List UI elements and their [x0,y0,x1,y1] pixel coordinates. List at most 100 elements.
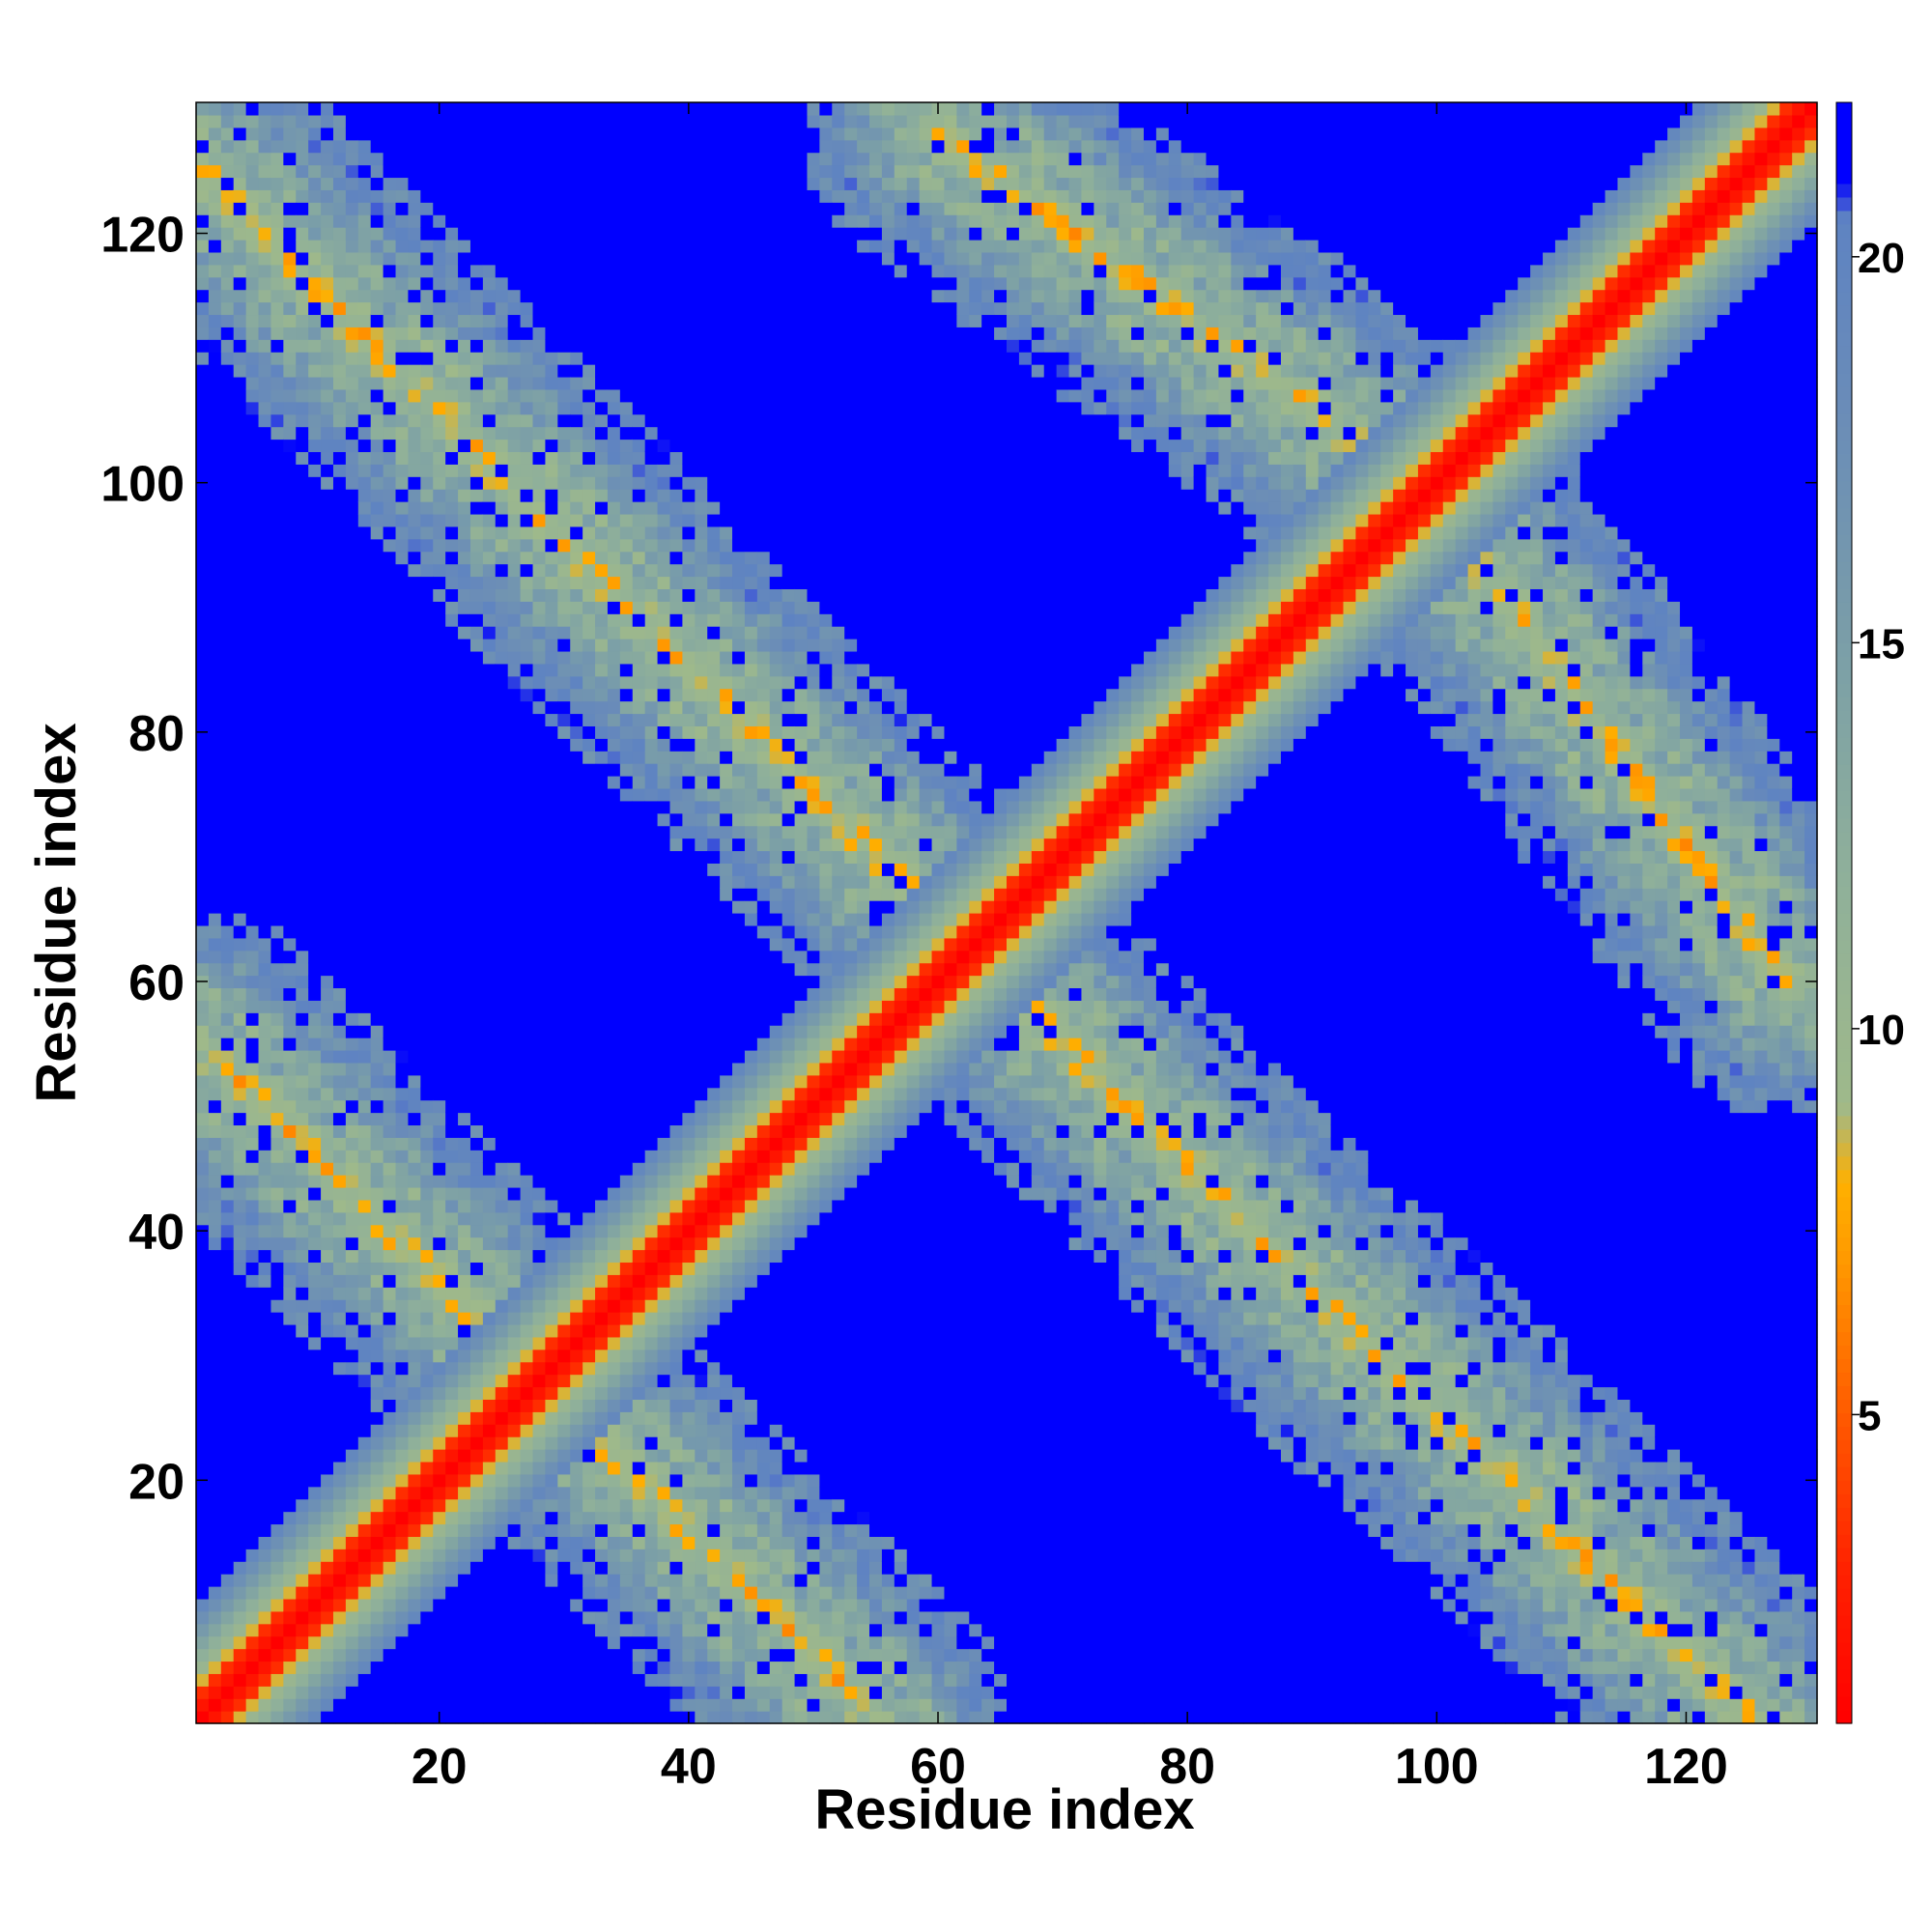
heatmap-cell [245,114,260,128]
heatmap-cell [632,513,646,527]
heatmap-cell [607,1361,621,1376]
heatmap-cell [495,563,509,578]
heatmap-cell [482,738,497,752]
heatmap-cell [482,1074,497,1089]
heatmap-cell [296,1548,309,1562]
heatmap-cell [270,1199,284,1213]
heatmap-cell [469,239,484,253]
heatmap-cell [357,1124,372,1138]
heatmap-cell [520,177,534,190]
heatmap-cell [458,713,471,726]
heatmap-cell [482,464,497,477]
heatmap-cell [469,388,484,403]
heatmap-cell [345,276,359,291]
heatmap-cell [545,1274,558,1288]
heatmap-cell [532,251,547,266]
heatmap-cell [595,426,609,440]
heatmap-cell [469,1411,484,1425]
heatmap-cell [495,1511,509,1525]
heatmap-cell [669,1411,683,1425]
heatmap-cell [469,327,484,340]
heatmap-cell [308,376,322,390]
heatmap-cell [595,1673,609,1687]
heatmap-cell [208,152,222,166]
heatmap-cell [507,1635,522,1650]
heatmap-cell [469,1074,484,1089]
heatmap-cell [408,1336,421,1350]
heatmap-cell [469,688,484,702]
heatmap-cell [619,1249,634,1264]
heatmap-cell [196,913,210,926]
heatmap-cell [657,1610,671,1625]
heatmap-cell [632,987,646,1001]
heatmap-cell [482,751,497,764]
heatmap-cell [345,1049,359,1064]
heatmap-cell [321,663,334,677]
heatmap-cell [408,1025,421,1038]
heatmap-cell [208,937,222,952]
heatmap-cell [619,1000,634,1013]
heatmap-cell [520,1498,534,1513]
heatmap-cell [345,1386,359,1400]
heatmap-cell [458,451,471,465]
heatmap-cell [332,1074,347,1089]
heatmap-cell [657,1224,671,1238]
heatmap-cell [545,102,558,116]
heatmap-cell [532,1648,547,1662]
heatmap-cell [370,725,384,739]
heatmap-cell [196,551,210,565]
heatmap-cell [270,1374,284,1388]
heatmap-cell [469,189,484,203]
heatmap-cell [270,738,284,752]
heatmap-cell [532,513,547,527]
heatmap-cell [370,613,384,627]
heatmap-cell [520,1698,534,1712]
heatmap-cell [332,413,347,428]
heatmap-cell [619,1449,634,1463]
heatmap-cell [557,251,571,266]
heatmap-cell [283,1211,297,1226]
heatmap-cell [408,738,421,752]
heatmap-cell [370,1610,384,1625]
heatmap-cell [495,1586,509,1600]
heatmap-cell [469,476,484,490]
heatmap-cell [619,1523,634,1537]
heatmap-cell [433,863,446,876]
heatmap-cell [233,513,247,527]
heatmap-cell [408,1386,421,1400]
heatmap-cell [545,1449,558,1463]
heatmap-cell [507,1610,522,1625]
heatmap-cell [332,513,347,527]
heatmap-cell [582,513,596,527]
heatmap-cell [445,426,459,440]
heatmap-cell [370,339,384,353]
heatmap-cell [445,950,459,964]
heatmap-cell [383,1249,397,1264]
heatmap-cell [308,152,322,166]
heatmap-cell [408,551,421,565]
heatmap-cell [395,251,410,266]
heatmap-cell [395,401,410,415]
heatmap-cell [408,1461,421,1475]
heatmap-cell [321,1374,334,1388]
heatmap-cell [657,276,671,291]
heatmap-cell [644,1486,659,1500]
heatmap-cell [582,576,596,589]
heatmap-cell [520,1349,534,1363]
heatmap-cell [345,189,359,203]
heatmap-cell [495,451,509,465]
heatmap-cell [245,1635,260,1650]
heatmap-cell [345,563,359,578]
heatmap-cell [619,401,634,415]
heatmap-cell [408,1698,421,1712]
heatmap-cell [370,763,384,777]
heatmap-cell [458,1574,471,1587]
heatmap-cell [321,1000,334,1013]
heatmap-cell [408,451,421,465]
heatmap-cell [321,962,334,977]
heatmap-cell [607,675,621,690]
heatmap-cell [607,1049,621,1064]
heatmap-cell [321,1162,334,1176]
heatmap-cell [458,1698,471,1712]
heatmap-cell [482,576,497,589]
